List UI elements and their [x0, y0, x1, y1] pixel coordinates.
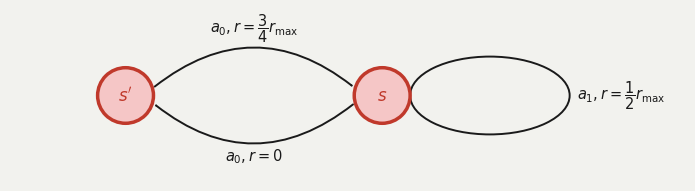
Text: $a_0, r = 0$: $a_0, r = 0$	[225, 147, 283, 166]
Text: $a_1, r = \dfrac{1}{2}r_{\mathrm{max}}$: $a_1, r = \dfrac{1}{2}r_{\mathrm{max}}$	[577, 79, 665, 112]
FancyArrowPatch shape	[155, 48, 352, 87]
FancyArrowPatch shape	[156, 104, 353, 143]
Text: $s$: $s$	[377, 87, 387, 104]
Ellipse shape	[97, 68, 154, 123]
Text: $s'$: $s'$	[118, 86, 133, 105]
FancyArrowPatch shape	[404, 108, 413, 109]
Text: $a_0, r = \dfrac{3}{4}r_{\mathrm{max}}$: $a_0, r = \dfrac{3}{4}r_{\mathrm{max}}$	[210, 13, 298, 45]
Ellipse shape	[354, 68, 410, 123]
